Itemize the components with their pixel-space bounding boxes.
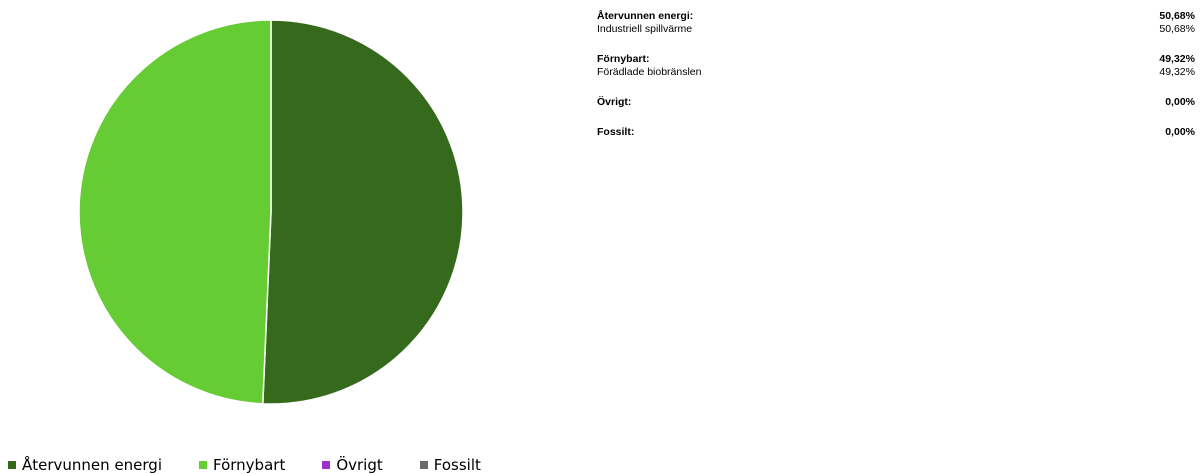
category-row: Förnybart: 49,32% (597, 53, 1195, 66)
legend-label: Fossilt (433, 456, 481, 474)
pie-chart (78, 19, 464, 405)
legend-item-ovrigt: Övrigt (322, 456, 383, 474)
category-value: 50,68% (1159, 10, 1195, 22)
legend-swatch (199, 461, 207, 469)
category-row: Återvunnen energi: 50,68% (597, 10, 1195, 23)
legend: Återvunnen energi Förnybart Övrigt Fossi… (8, 456, 518, 474)
subcategory-row: Industriell spillvärme 50,68% (597, 23, 1195, 36)
group-atervunnen: Återvunnen energi: 50,68% Industriell sp… (597, 10, 1195, 36)
legend-label: Återvunnen energi (22, 456, 162, 474)
legend-item-atervunnen: Återvunnen energi (8, 456, 162, 474)
subcategory-value: 50,68% (1159, 23, 1195, 35)
energy-breakdown-table: Återvunnen energi: 50,68% Industriell sp… (597, 10, 1195, 156)
group-ovrigt: Övrigt: 0,00% (597, 96, 1195, 109)
category-value: 0,00% (1165, 96, 1195, 108)
subcategory-row: Förädlade biobränslen 49,32% (597, 66, 1195, 79)
legend-label: Övrigt (336, 456, 383, 474)
legend-item-fossilt: Fossilt (419, 456, 481, 474)
subcategory-label: Förädlade biobränslen (597, 66, 702, 78)
pie-slice-1 (78, 19, 272, 405)
category-label: Förnybart: (597, 53, 650, 65)
category-label: Fossilt: (597, 126, 635, 138)
group-fornybart: Förnybart: 49,32% Förädlade biobränslen … (597, 53, 1195, 79)
legend-swatch (8, 461, 16, 469)
category-label: Övrigt: (597, 96, 632, 108)
legend-item-fornybart: Förnybart (199, 456, 285, 474)
legend-swatch (419, 461, 428, 469)
subcategory-value: 49,32% (1159, 66, 1195, 78)
category-value: 0,00% (1165, 126, 1195, 138)
pie-slice-0 (262, 19, 464, 405)
category-row: Fossilt: 0,00% (597, 126, 1195, 139)
category-label: Återvunnen energi: (597, 10, 694, 22)
legend-swatch (322, 461, 331, 469)
legend-label: Förnybart (213, 456, 286, 474)
category-value: 49,32% (1159, 53, 1195, 65)
category-row: Övrigt: 0,00% (597, 96, 1195, 109)
subcategory-label: Industriell spillvärme (597, 23, 693, 35)
group-fossilt: Fossilt: 0,00% (597, 126, 1195, 139)
